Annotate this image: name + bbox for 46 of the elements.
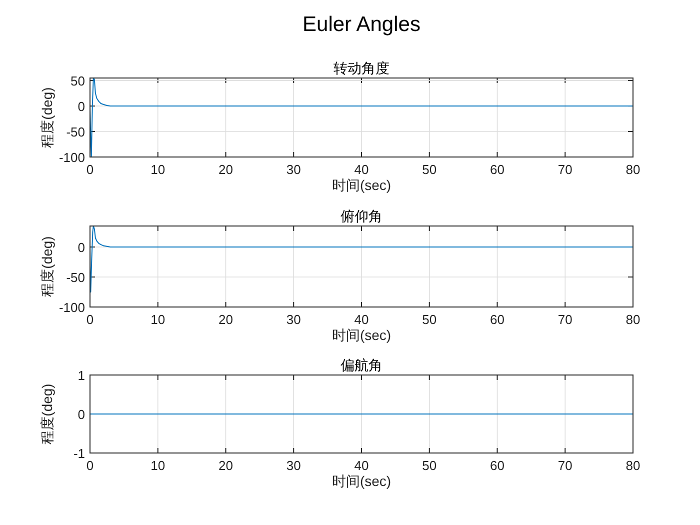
- chart-title: 偏航角: [340, 357, 382, 373]
- x-tick-label: 30: [286, 458, 301, 473]
- chart-title: Euler Angles: [302, 13, 420, 36]
- x-tick-label: 30: [286, 312, 301, 327]
- x-tick-label: 30: [286, 162, 301, 177]
- chart-title: 俯仰角: [340, 208, 382, 224]
- x-tick-label: 10: [150, 458, 166, 473]
- x-tick-label: 80: [626, 458, 640, 473]
- x-tick-label: 80: [626, 312, 640, 327]
- x-tick-label: 70: [558, 458, 572, 473]
- y-axis-title: 程度(deg): [39, 384, 55, 444]
- x-tick-label: 50: [422, 312, 437, 327]
- x-tick-label: 40: [354, 312, 369, 327]
- y-tick-label: 0: [78, 407, 85, 422]
- x-axis-title: 时间(sec): [332, 177, 392, 193]
- y-tick-label: -100: [58, 300, 85, 315]
- y-tick-label: 0: [78, 240, 85, 255]
- y-axis-title: 程度(deg): [39, 236, 55, 297]
- x-tick-label: 20: [218, 458, 233, 473]
- y-tick-label: -50: [66, 124, 85, 140]
- line-series: [90, 78, 633, 157]
- y-tick-label: 50: [70, 74, 85, 89]
- y-tick-label: 1: [78, 368, 85, 383]
- x-tick-label: 40: [354, 162, 369, 177]
- x-tick-label: 40: [354, 458, 369, 473]
- y-tick-label: -50: [66, 270, 85, 285]
- x-tick-label: 60: [490, 458, 504, 473]
- x-tick-label: 70: [558, 312, 572, 327]
- y-tick-label: -1: [73, 446, 85, 461]
- chart-subtitle: 转动角度: [334, 60, 390, 76]
- y-tick-label: 0: [78, 99, 85, 114]
- x-tick-label: 20: [218, 312, 233, 327]
- y-axis-title: 程度(deg): [39, 87, 55, 148]
- x-tick-label: 50: [422, 458, 437, 473]
- x-tick-label: 50: [422, 162, 437, 177]
- line-series: [90, 226, 633, 292]
- x-tick-label: 80: [626, 162, 640, 177]
- x-tick-label: 70: [558, 162, 572, 177]
- x-axis-title: 时间(sec): [332, 327, 392, 343]
- y-tick-label: -100: [58, 150, 85, 165]
- x-tick-label: 60: [490, 162, 504, 177]
- x-tick-label: 60: [490, 312, 504, 327]
- x-tick-label: 10: [150, 162, 166, 177]
- x-tick-label: 20: [218, 162, 233, 177]
- x-axis-title: 时间(sec): [332, 473, 392, 489]
- x-tick-label: 10: [150, 312, 166, 327]
